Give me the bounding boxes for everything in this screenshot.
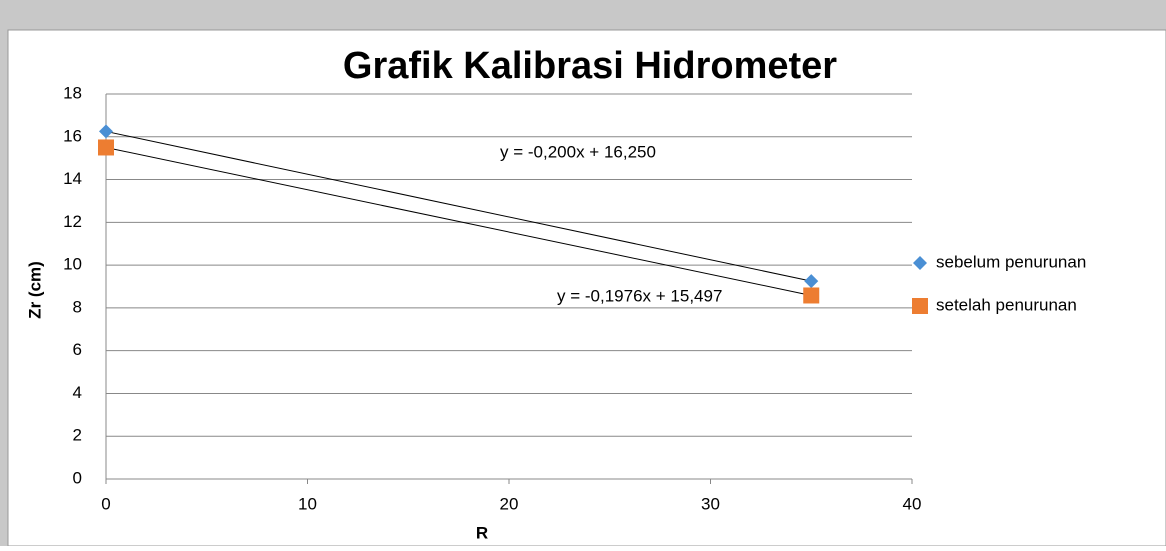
legend-marker xyxy=(913,256,927,270)
legend-marker xyxy=(912,298,928,314)
trendline-equation: y = -0,200x + 16,250 xyxy=(500,142,656,161)
x-tick-label: 20 xyxy=(500,494,519,513)
y-tick-label: 8 xyxy=(73,297,82,316)
y-tick-label: 10 xyxy=(63,255,82,274)
y-tick-label: 14 xyxy=(63,169,82,188)
point xyxy=(803,287,820,304)
chart-title: Grafik Kalibrasi Hidrometer xyxy=(343,45,837,87)
point xyxy=(804,274,819,289)
trendline xyxy=(105,146,812,296)
point xyxy=(98,139,114,156)
y-tick-label: 0 xyxy=(73,468,82,487)
y-tick-label: 6 xyxy=(73,340,82,359)
x-axis-label: R xyxy=(476,523,488,542)
y-tick-label: 18 xyxy=(63,83,82,102)
x-tick-label: 10 xyxy=(298,494,317,513)
legend-label: sebelum penurunan xyxy=(936,252,1086,271)
y-tick-label: 4 xyxy=(73,383,82,402)
y-axis-label: Zr (cm) xyxy=(25,261,44,319)
x-tick-label: 0 xyxy=(101,494,110,513)
legend-label: setelah penurunan xyxy=(936,295,1077,314)
x-tick-label: 30 xyxy=(701,494,720,513)
trendline xyxy=(105,130,812,282)
y-tick-label: 2 xyxy=(73,426,82,445)
y-tick-label: 12 xyxy=(63,212,82,231)
x-tick-label: 40 xyxy=(903,494,922,513)
trendline-equation: y = -0,1976x + 15,497 xyxy=(557,286,722,305)
y-tick-label: 16 xyxy=(63,126,82,145)
point xyxy=(99,124,113,139)
chart-area xyxy=(7,29,1166,547)
